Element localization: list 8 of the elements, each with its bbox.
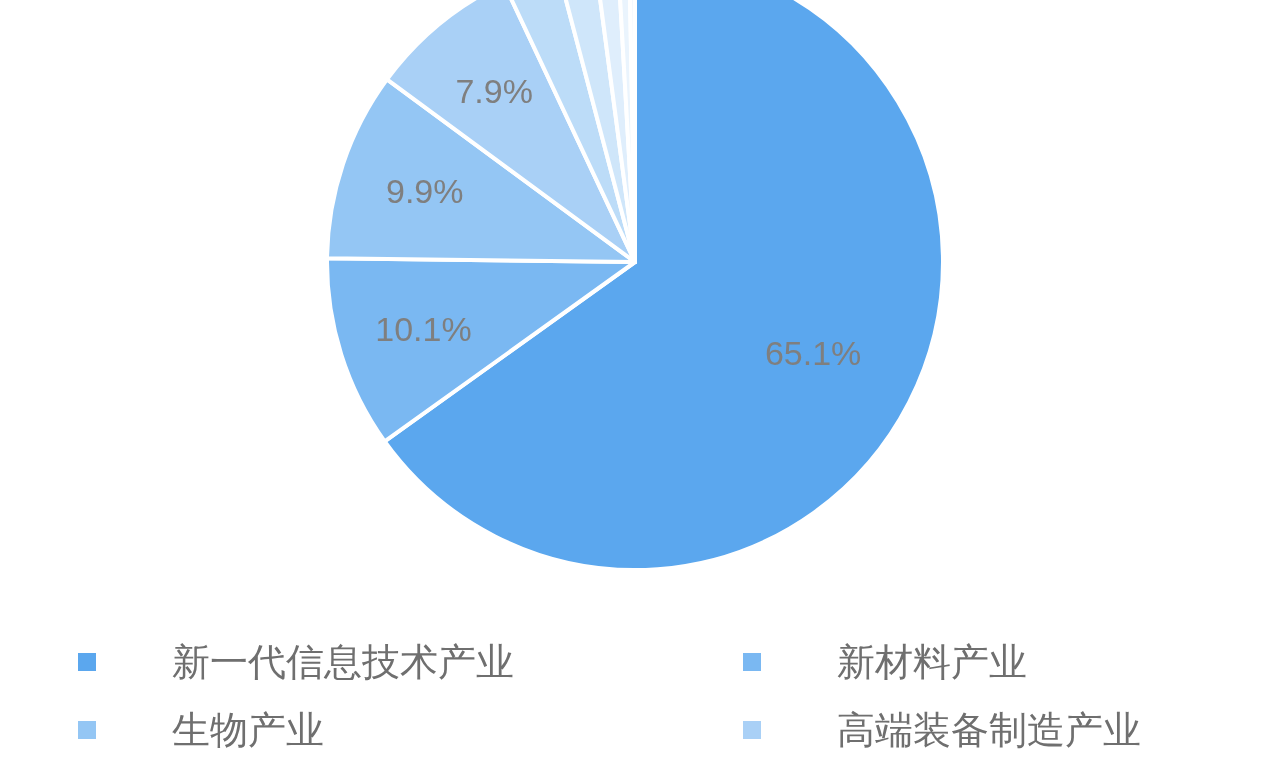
legend-label: 新一代信息技术产业 [172, 640, 514, 684]
legend-label: 新材料产业 [837, 640, 1027, 684]
legend-label: 生物产业 [172, 708, 324, 752]
data-label: 65.1% [764, 334, 862, 373]
data-label: 9.9% [386, 172, 464, 211]
data-label: 10.1% [375, 309, 472, 348]
data-label: 7.9% [455, 71, 533, 110]
legend-label: 高端装备制造产业 [837, 708, 1141, 752]
